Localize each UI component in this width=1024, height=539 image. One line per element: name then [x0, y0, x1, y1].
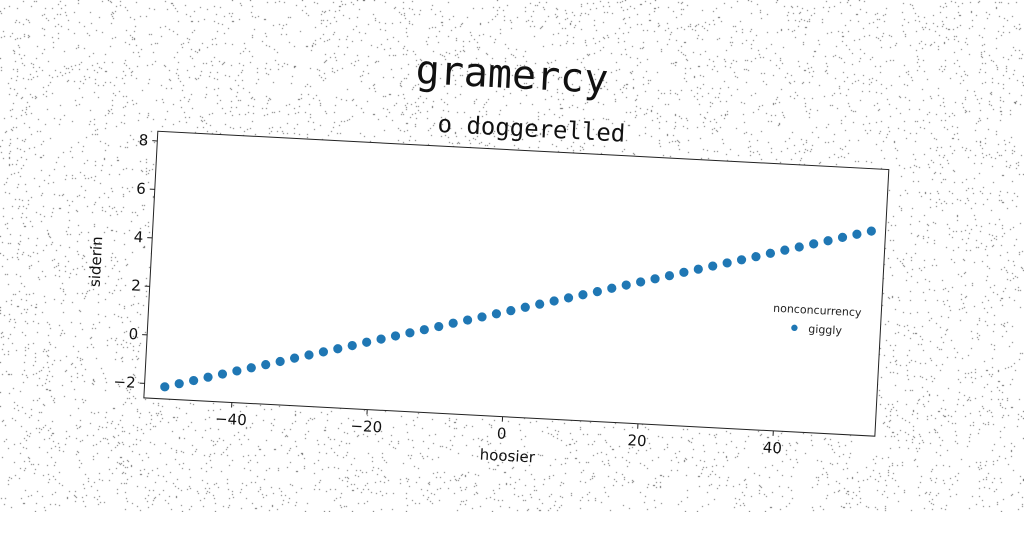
x-axis-label: hoosier	[479, 446, 536, 467]
y-tick-label: 2	[131, 276, 141, 294]
x-tick-label: 0	[496, 424, 506, 442]
y-tick-label: 0	[128, 325, 138, 343]
x-tick-label: −20	[350, 417, 383, 437]
y-axis-label: siderin	[86, 236, 107, 287]
legend-entry-label: giggly	[808, 323, 843, 338]
plot-frame	[144, 131, 889, 436]
y-tick-label: 8	[138, 131, 148, 149]
y-tick-label: 4	[133, 228, 143, 246]
x-tick-label: 40	[762, 438, 782, 457]
y-tick-label: −2	[113, 373, 136, 392]
y-tick-label: 6	[136, 179, 146, 197]
x-tick-label: −40	[215, 410, 248, 430]
x-tick-label: 20	[627, 431, 647, 450]
